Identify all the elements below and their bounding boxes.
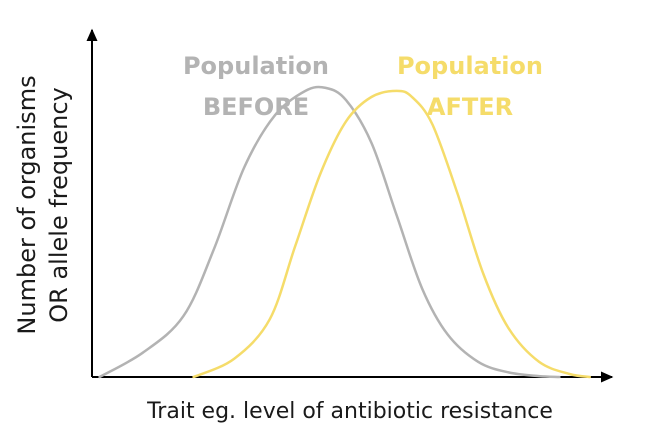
- x-axis-label: Trait eg. level of antibiotic resistance: [146, 399, 553, 424]
- legend-label-after-line1: Population: [397, 52, 543, 80]
- y-axis-label-line2: OR allele frequency: [45, 87, 73, 322]
- legend-label-before-line2: BEFORE: [203, 93, 309, 121]
- legend-label-after-line2: AFTER: [427, 93, 513, 121]
- series-line-after: [192, 89, 592, 379]
- series-line-before: [98, 85, 561, 379]
- y-axis-label-line1: Number of organisms: [13, 75, 41, 334]
- legend-label-before-line1: Population: [183, 52, 329, 80]
